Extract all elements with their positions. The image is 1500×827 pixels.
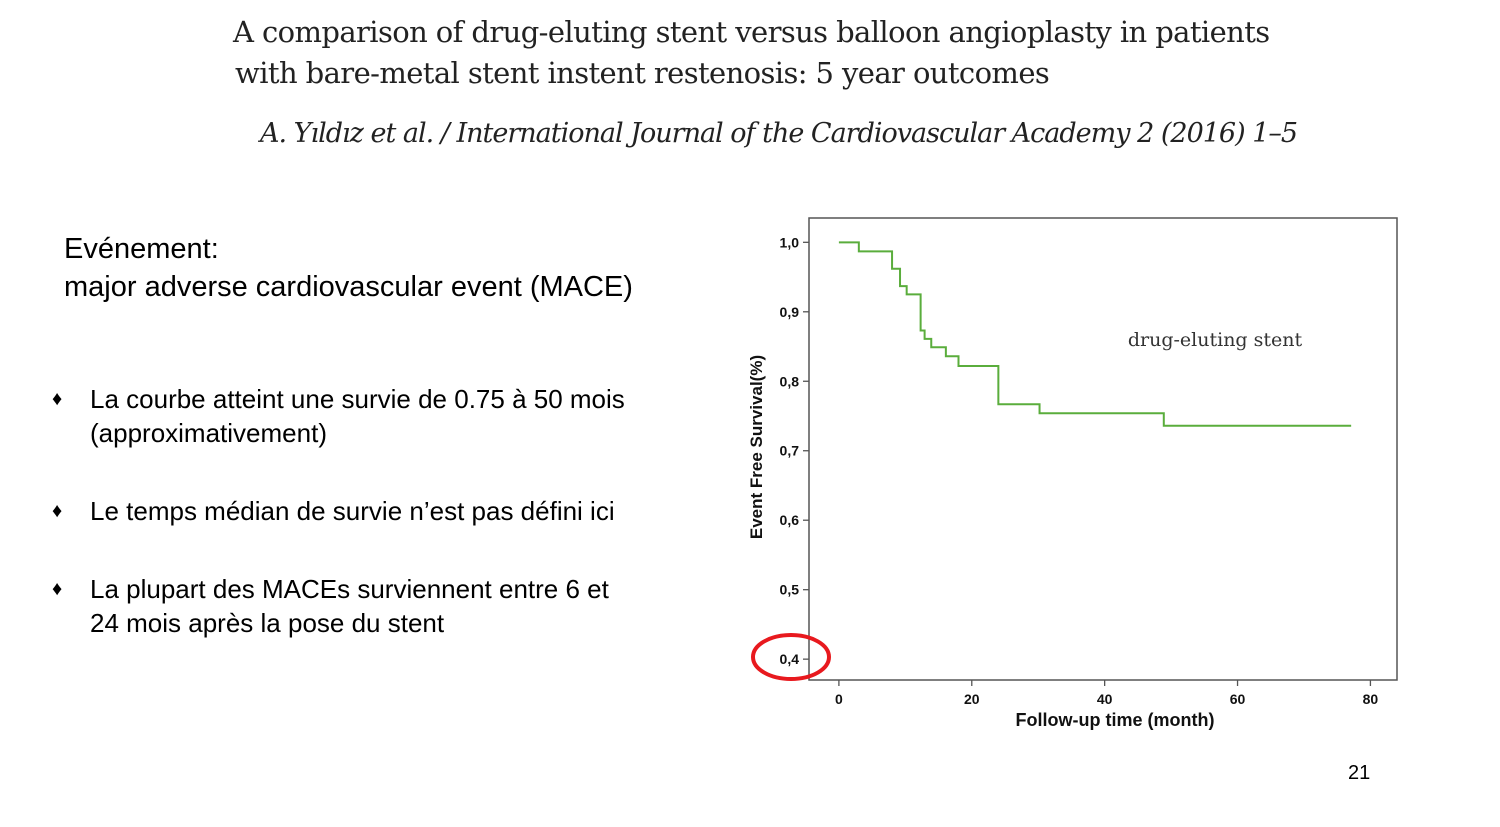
x-tick-label: 80 [1363,691,1379,707]
y-tick-label: 0,4 [780,651,800,667]
slide-title: A comparison of drug-eluting stent versu… [233,12,1270,94]
bullet-list: ♦ La courbe atteint une survie de 0.75 à… [52,382,692,640]
bullet-text: 24 mois après la pose du stent [90,608,445,638]
y-tick-label: 0,5 [780,582,800,598]
y-tick-label: 0,7 [780,443,800,459]
title-line-1: A comparison of drug-eluting stent versu… [233,15,1270,49]
event-label: Evénement: [64,233,219,265]
x-tick-label: 60 [1230,691,1246,707]
diamond-bullet-icon: ♦ [52,578,63,600]
y-tick-label: 0,8 [780,373,800,389]
bullet-text: Le temps médian de survie n’est pas défi… [90,496,615,526]
title-line-2: with bare-metal stent instent restenosis… [235,56,1050,90]
page-number: 21 [1348,762,1371,784]
x-axis-label: Follow-up time (month) [1016,710,1215,730]
plot-frame [808,217,1398,681]
survival-curve [838,241,1352,427]
x-tick-label: 20 [964,691,980,707]
bullet-text: La courbe atteint une survie de 0.75 à 5… [90,384,625,414]
y-tick-label: 0,9 [780,304,800,320]
citation: A. Yıldız et al. / International Journal… [260,118,1298,149]
y-axis-label: Event Free Survival(%) [747,355,766,539]
diamond-bullet-icon: ♦ [52,500,63,522]
series-annotation: drug-eluting stent [1128,329,1303,351]
y-tick-label: 1,0 [780,234,800,250]
y-tick-label: 0,6 [780,512,800,528]
x-tick-label: 0 [835,691,843,707]
event-value: major adverse cardiovascular event (MACE… [64,271,633,303]
event-definition: Evénement: major adverse cardiovascular … [64,230,633,306]
highlight-circle [751,633,831,681]
diamond-bullet-icon: ♦ [52,388,63,410]
bullet-text: (approximativement) [90,418,327,448]
bullet-item: ♦ La plupart des MACEs surviennent entre… [52,572,692,640]
bullet-item: ♦ Le temps médian de survie n’est pas dé… [52,494,692,528]
bullet-item: ♦ La courbe atteint une survie de 0.75 à… [52,382,692,450]
x-tick-label: 40 [1097,691,1113,707]
bullet-text: La plupart des MACEs surviennent entre 6… [90,574,609,604]
